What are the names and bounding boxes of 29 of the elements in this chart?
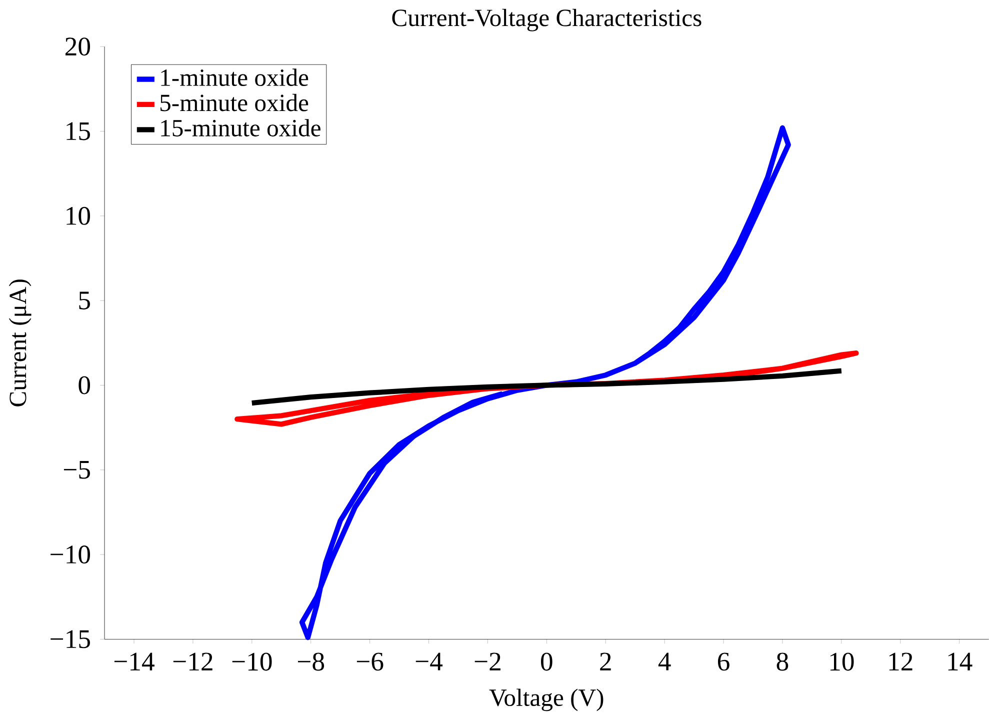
y-tick-label: −5 bbox=[64, 461, 90, 479]
x-tick-label: 2 bbox=[600, 652, 611, 670]
y-tick-label: 5 bbox=[79, 292, 90, 310]
y-tick-label: 20 bbox=[66, 38, 90, 56]
y-tick-label: 10 bbox=[66, 206, 90, 225]
x-tick-label: −10 bbox=[232, 652, 272, 671]
x-tick-label: −6 bbox=[356, 652, 384, 671]
x-tick-label: −2 bbox=[474, 652, 500, 670]
y-tick-label: 15 bbox=[66, 122, 90, 140]
legend-label: 1-minute oxide bbox=[161, 68, 308, 86]
legend-label: 5-minute oxide bbox=[160, 94, 308, 112]
chart-title: Current-Voltage Characteristics bbox=[392, 8, 702, 32]
x-tick-label: 14 bbox=[948, 652, 972, 670]
x-tick-label: 4 bbox=[658, 652, 671, 670]
x-tick-label: −8 bbox=[298, 652, 324, 671]
x-axis-title: Voltage (V) bbox=[489, 688, 604, 712]
x-tick-label: −14 bbox=[114, 652, 154, 670]
x-tick-label: −12 bbox=[173, 652, 212, 670]
x-tick-label: 10 bbox=[830, 652, 854, 671]
x-tick-label: −4 bbox=[416, 652, 443, 670]
y-tick-label: −15 bbox=[50, 630, 90, 648]
x-tick-label: 12 bbox=[889, 652, 912, 670]
legend-label: 15-minute oxide bbox=[161, 119, 320, 136]
x-tick-label: 8 bbox=[776, 652, 788, 671]
y-tick-label: 0 bbox=[78, 376, 90, 394]
y-axis-title: Current (μA) bbox=[8, 280, 32, 406]
x-tick-label: 0 bbox=[540, 652, 552, 671]
y-tick-label: −10 bbox=[50, 546, 90, 564]
x-tick-label: 6 bbox=[718, 652, 730, 671]
